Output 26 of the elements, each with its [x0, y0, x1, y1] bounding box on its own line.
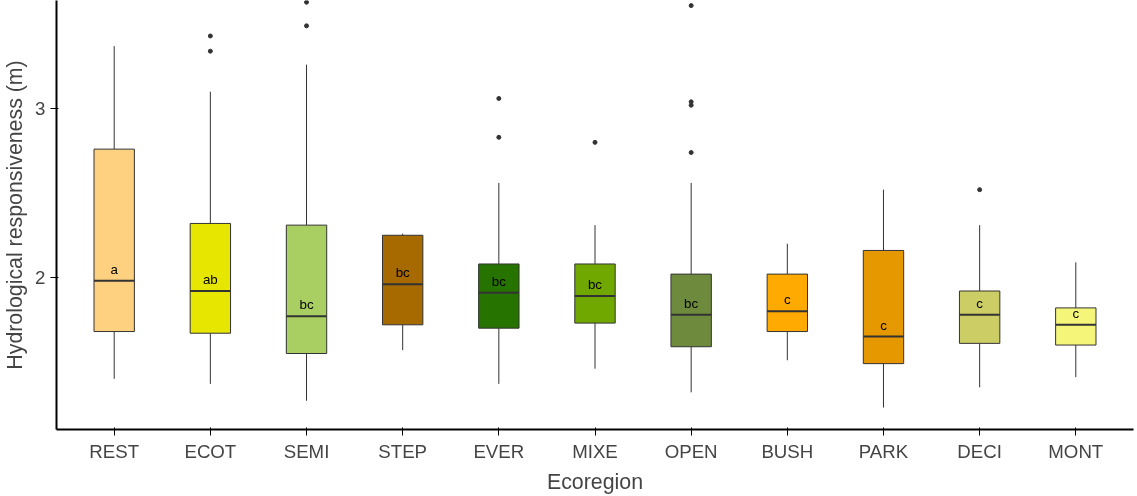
- x-axis-title: Ecoregion: [546, 469, 644, 494]
- annotation: a: [110, 261, 119, 277]
- x-tick-label: REST: [89, 440, 140, 462]
- annotation: bc: [684, 295, 699, 311]
- x-tick-label: SEMI: [283, 440, 330, 462]
- annotation: c: [783, 292, 791, 308]
- y-tick-label: 2: [35, 266, 46, 288]
- x-tick-label: STEP: [378, 440, 428, 462]
- annotation: bc: [299, 297, 314, 313]
- y-axis-title: Hydrological responsiveness (m): [3, 60, 28, 370]
- x-tick-label: MONT: [1048, 440, 1104, 462]
- x-tick-label: DECI: [957, 440, 1002, 462]
- x-tick-label: BUSH: [761, 440, 814, 462]
- x-tick-label: PARK: [858, 440, 909, 462]
- x-tick-label: ECOT: [184, 440, 237, 462]
- annotation: c: [1072, 305, 1080, 321]
- y-tick-label: 3: [35, 98, 46, 120]
- annotation: bc: [587, 277, 603, 293]
- annotation: bc: [491, 273, 507, 289]
- annotation: ab: [202, 272, 218, 287]
- annotation: bc: [395, 265, 411, 281]
- x-tick-label: OPEN: [664, 440, 718, 462]
- x-tick-label: MIXE: [572, 440, 618, 462]
- x-tick-label: EVER: [473, 440, 525, 462]
- annotation: c: [976, 295, 984, 311]
- annotation: c: [880, 317, 888, 333]
